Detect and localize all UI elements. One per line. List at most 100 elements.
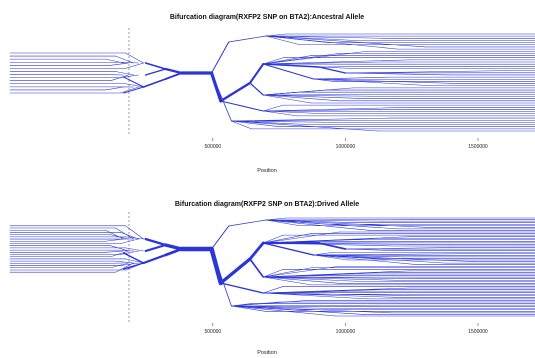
ancestral-allele-panel: Bifurcation diagram(RXFP2 SNP on BTA2):A… [9, 14, 535, 174]
haplotype-branch [262, 94, 312, 104]
haplotype-branch [211, 41, 230, 74]
x-tick-label: 1000000 [336, 329, 356, 335]
haplotype-branch [262, 104, 284, 112]
haplotype-branch [125, 236, 144, 240]
haplotype-branch [231, 305, 322, 309]
haplotype-branch [265, 35, 399, 50]
haplotype-branch [262, 242, 424, 245]
haplotype-branch [265, 35, 385, 39]
haplotype-branch [345, 248, 394, 251]
haplotype-branch [231, 305, 350, 307]
haplotype-branch [262, 57, 284, 65]
haplotype-branch [262, 276, 340, 284]
haplotype-branch [262, 94, 396, 97]
haplotype-branch [262, 59, 410, 65]
haplotype-branch [231, 305, 364, 315]
haplotype-branch [115, 262, 134, 273]
haplotype-branch [313, 78, 432, 87]
haplotype-branch [262, 63, 315, 80]
chart-title: Bifurcation diagram(RXFP2 SNP on BTA2):A… [170, 14, 364, 21]
haplotype-branch [231, 119, 364, 122]
haplotype-branch [142, 78, 167, 88]
haplotype-branch [345, 70, 506, 74]
haplotype-branch [142, 253, 167, 265]
haplotype-branch [262, 94, 340, 102]
haplotype-branch [144, 237, 167, 247]
haplotype-branch [345, 72, 450, 76]
haplotype-branch [110, 62, 129, 66]
haplotype-branch [249, 82, 264, 96]
haplotype-branch [209, 246, 224, 286]
haplotype-branch [105, 229, 124, 240]
haplotype-branch [164, 67, 183, 75]
haplotype-branch [123, 86, 145, 94]
x-tick-label: 1000000 [336, 144, 356, 150]
haplotype-branch [120, 238, 139, 244]
haplotype-branch [262, 110, 298, 117]
haplotype-branch [318, 66, 354, 69]
haplotype-branch [115, 227, 134, 240]
haplotype-branch [211, 72, 232, 122]
haplotype-branch [220, 100, 264, 112]
haplotype-branch [125, 225, 144, 240]
haplotype-branch [219, 257, 252, 285]
haplotype-branch [125, 62, 144, 69]
haplotype-branch [318, 66, 347, 74]
x-axis: 500000 1000000 1500000 [204, 138, 488, 150]
haplotype-branch [265, 219, 385, 222]
haplotype-branch [211, 248, 232, 307]
haplotype-branch [262, 231, 340, 244]
haplotype-branch [262, 94, 424, 96]
haplotype-branch [265, 219, 301, 227]
haplotype-branch [231, 120, 252, 130]
haplotype-branch [318, 66, 382, 68]
x-tick-label: 500000 [204, 144, 221, 150]
haplotype-branch [262, 94, 368, 99]
haplotype-branch [219, 81, 252, 103]
haplotype-branch [265, 217, 287, 221]
x-tick-label: 1500000 [468, 144, 488, 150]
haplotype-branch [262, 276, 424, 279]
haplotype-branch [249, 258, 265, 278]
haplotype-branch [231, 120, 308, 125]
haplotype-branch [313, 254, 348, 261]
haplotype-branch [220, 282, 264, 294]
haplotype-branch [262, 110, 326, 115]
haplotype-branch [122, 252, 145, 264]
haplotype-branch [313, 76, 390, 80]
bifurcation-lines [9, 217, 535, 317]
haplotype-branch [110, 250, 129, 258]
haplotype-branch [265, 35, 301, 46]
haplotype-branch [262, 55, 312, 65]
haplotype-branch [115, 71, 134, 76]
haplotype-branch [123, 76, 145, 88]
haplotype-branch [262, 234, 284, 244]
haplotype-branch [262, 269, 284, 278]
x-axis: 500000 1000000 1500000 [204, 323, 488, 335]
x-axis-label: Position [257, 168, 277, 174]
haplotype-branch [262, 276, 368, 283]
haplotype-branch [231, 304, 378, 307]
haplotype-branch [120, 86, 139, 94]
haplotype-branch [228, 35, 267, 43]
haplotype-branch [262, 91, 298, 96]
haplotype-branch [262, 53, 340, 65]
haplotype-branch [211, 225, 230, 250]
haplotype-branch [144, 62, 167, 70]
haplotype-branch [105, 238, 124, 242]
haplotype-branch [110, 245, 129, 252]
haplotype-branch [163, 243, 184, 251]
haplotype-branch [120, 250, 139, 255]
haplotype-branch [231, 303, 252, 307]
haplotype-branch [144, 68, 167, 76]
haplotype-branch [125, 52, 144, 64]
haplotype-branch [313, 254, 474, 262]
haplotype-branch [105, 250, 124, 253]
haplotype-branch [231, 301, 280, 307]
x-axis-label: Position [257, 350, 277, 356]
x-tick-label: 1500000 [468, 329, 488, 335]
haplotype-branch [262, 286, 284, 294]
haplotype-branch [262, 242, 396, 247]
haplotype-branch [115, 249, 134, 252]
